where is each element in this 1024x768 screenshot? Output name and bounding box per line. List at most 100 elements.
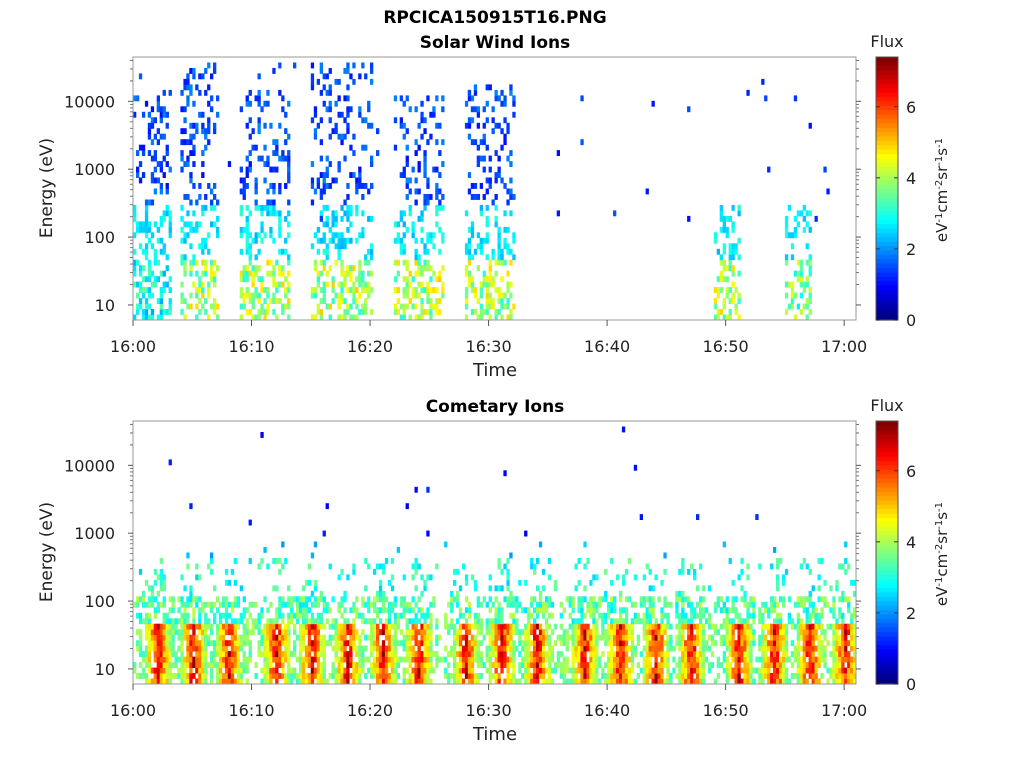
heatmap-cell (331, 232, 335, 239)
heatmap-cell (313, 585, 318, 592)
heatmap-cell (479, 629, 483, 636)
heatmap-cell (165, 645, 169, 652)
heatmap-cell (278, 122, 282, 129)
heatmap-cell (435, 204, 439, 211)
heatmap-cell (361, 226, 365, 233)
heatmap-cell (761, 634, 765, 641)
heatmap-cell (186, 194, 190, 200)
heatmap-cell (621, 656, 626, 663)
heatmap-cell (515, 678, 519, 685)
heatmap-cell (450, 596, 454, 603)
heatmap-cell (257, 618, 261, 625)
heatmap-cell (411, 232, 415, 239)
heatmap-cell (527, 662, 531, 668)
heatmap-cell (654, 623, 658, 630)
heatmap-cell (654, 645, 658, 652)
heatmap-cell (832, 651, 836, 657)
heatmap-cell (352, 678, 356, 685)
heatmap-cell (325, 281, 329, 288)
heatmap-cell (500, 618, 504, 625)
heatmap-cell (781, 601, 786, 608)
heatmap-cell (370, 270, 374, 277)
heatmap-cell (787, 303, 792, 310)
heatmap-cell (269, 645, 273, 652)
heatmap-cell (269, 601, 273, 608)
heatmap-cell (144, 662, 149, 668)
heatmap-cell (210, 221, 214, 228)
heatmap-cell (793, 232, 798, 239)
heatmap-cell (847, 662, 851, 668)
heatmap-cell (373, 596, 377, 603)
heatmap-cell (275, 618, 279, 625)
heatmap-cell (293, 645, 297, 652)
heatmap-cell (435, 194, 439, 200)
heatmap-cell (491, 623, 495, 630)
heatmap-cell (814, 662, 818, 668)
heatmap-cell (281, 656, 285, 663)
heatmap-cell (847, 673, 851, 679)
heatmap-cell (817, 651, 821, 657)
heatmap-cell (183, 78, 187, 85)
heatmap-cell (491, 248, 495, 255)
heatmap-cell (764, 623, 768, 630)
heatmap-cell (144, 210, 149, 217)
heatmap-cell (239, 226, 243, 233)
heatmap-cell (438, 172, 442, 178)
heatmap-cell (802, 667, 806, 674)
heatmap-cell (595, 662, 599, 668)
heatmap-cell (485, 287, 489, 293)
heatmap-cell (319, 623, 323, 630)
colorbar-segment (876, 627, 898, 632)
heatmap-cell (681, 640, 685, 647)
heatmap-cell (378, 618, 383, 625)
heatmap-cell (675, 590, 679, 597)
heatmap-cell (331, 618, 335, 625)
heatmap-cell (764, 607, 768, 614)
heatmap-cell (245, 607, 249, 614)
heatmap-cell (473, 194, 478, 200)
heatmap-cell (853, 590, 857, 597)
heatmap-cell (464, 673, 469, 679)
heatmap-cell (633, 464, 638, 471)
heatmap-cell (325, 640, 329, 647)
heatmap-cell (530, 596, 534, 603)
heatmap-cell (716, 287, 720, 293)
heatmap-cell (278, 265, 282, 272)
heatmap-cell (248, 248, 252, 255)
heatmap-cell (316, 237, 320, 244)
heatmap-cell (773, 634, 777, 641)
heatmap-cell (779, 667, 783, 674)
heatmap-cell (678, 667, 682, 674)
heatmap-cell (512, 656, 516, 663)
heatmap-cell (310, 645, 315, 652)
heatmap-cell (414, 623, 418, 630)
heatmap-cell (376, 640, 380, 647)
heatmap-cell (260, 221, 264, 228)
heatmap-cell (701, 585, 706, 592)
heatmap-cell (408, 634, 412, 641)
heatmap-cell (224, 618, 229, 625)
heatmap-cell (740, 585, 744, 592)
heatmap-cell (823, 645, 827, 652)
heatmap-cell (506, 640, 510, 647)
heatmap-cell (547, 656, 552, 663)
heatmap-cell (823, 634, 827, 641)
heatmap-cell (633, 612, 638, 619)
heatmap-cell (743, 634, 747, 641)
heatmap-cell (334, 128, 338, 135)
heatmap-cell (722, 618, 726, 625)
heatmap-cell (441, 194, 445, 200)
heatmap-cell (506, 298, 510, 304)
heatmap-cell (728, 667, 732, 674)
heatmap-cell (473, 183, 478, 189)
heatmap-cell (189, 259, 193, 266)
heatmap-cell (761, 601, 765, 608)
heatmap-cell (230, 656, 235, 663)
heatmap-cell (168, 166, 172, 173)
heatmap-cell (384, 623, 389, 630)
heatmap-cell (272, 618, 276, 625)
heatmap-cell (301, 662, 306, 668)
heatmap-cell (364, 618, 368, 625)
heatmap-cell (666, 678, 670, 685)
